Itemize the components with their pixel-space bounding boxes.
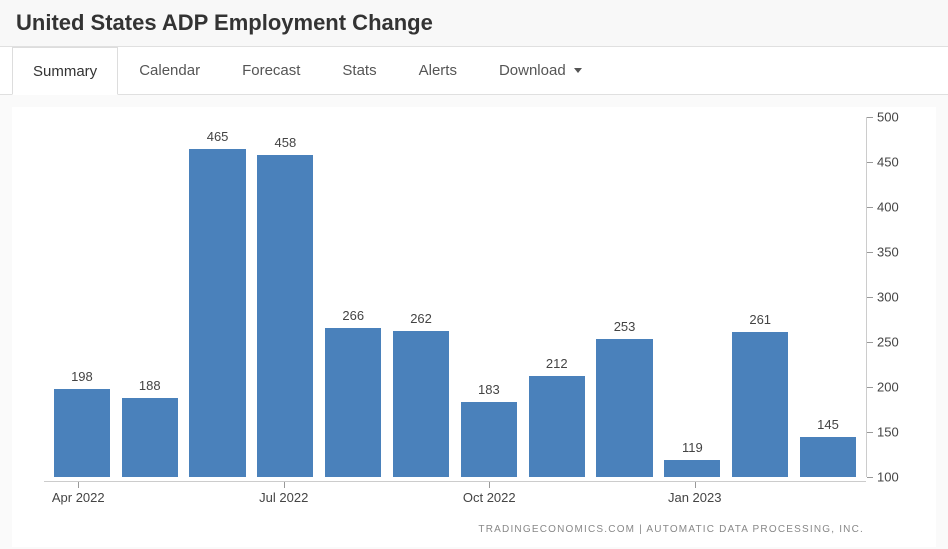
tab-forecast[interactable]: Forecast: [221, 47, 321, 94]
y-axis-label: 450: [877, 155, 899, 170]
y-tick: [867, 252, 873, 253]
bar-value-label: 145: [796, 417, 860, 432]
bar-slot: 188: [118, 398, 182, 477]
bar-slot: 266: [321, 328, 385, 477]
bar-value-label: 119: [660, 440, 724, 455]
bar: [732, 332, 788, 477]
y-axis-label: 350: [877, 245, 899, 260]
tab-label: Forecast: [242, 62, 300, 79]
y-axis-label: 200: [877, 380, 899, 395]
chevron-down-icon: [574, 68, 582, 73]
header: United States ADP Employment Change: [0, 0, 948, 47]
bar-slot: 465: [186, 149, 250, 478]
bar-slot: 183: [457, 402, 521, 477]
tab-summary[interactable]: Summary: [12, 47, 118, 95]
bar-slot: 212: [525, 376, 589, 477]
bar-slot: 262: [389, 331, 453, 477]
y-tick: [867, 387, 873, 388]
bar-value-label: 465: [186, 129, 250, 144]
page-title: United States ADP Employment Change: [16, 10, 932, 36]
tab-alerts[interactable]: Alerts: [398, 47, 478, 94]
bar-value-label: 183: [457, 382, 521, 397]
bar-slot: 253: [593, 339, 657, 477]
bars-group: 198188465458266262183212253119261145: [44, 117, 866, 477]
bar: [189, 149, 245, 478]
tab-label: Stats: [342, 62, 376, 79]
y-axis: 100150200250300350400450500: [866, 117, 936, 477]
bar-value-label: 253: [593, 319, 657, 334]
y-axis-label: 100: [877, 470, 899, 485]
tab-download[interactable]: Download: [478, 47, 603, 94]
y-tick: [867, 207, 873, 208]
tab-label: Summary: [33, 63, 97, 80]
bar: [800, 437, 856, 478]
x-tick: [695, 482, 696, 488]
y-axis-label: 300: [877, 290, 899, 305]
x-axis-label: Oct 2022: [463, 490, 516, 505]
y-tick: [867, 297, 873, 298]
tab-stats[interactable]: Stats: [321, 47, 397, 94]
y-tick: [867, 162, 873, 163]
x-tick: [78, 482, 79, 488]
tab-calendar[interactable]: Calendar: [118, 47, 221, 94]
x-tick: [284, 482, 285, 488]
bar-value-label: 266: [321, 308, 385, 323]
tab-label: Calendar: [139, 62, 200, 79]
y-axis-label: 500: [877, 110, 899, 125]
y-axis-label: 150: [877, 425, 899, 440]
bar-slot: 458: [253, 155, 317, 477]
y-tick: [867, 477, 873, 478]
attribution-text: TRADINGECONOMICS.COM | AUTOMATIC DATA PR…: [478, 524, 864, 535]
bar: [664, 460, 720, 477]
x-tick: [489, 482, 490, 488]
tabs-bar: Summary Calendar Forecast Stats Alerts Downlo…: [0, 47, 948, 95]
bar-slot: 145: [796, 437, 860, 478]
bar: [393, 331, 449, 477]
chart-container: 198188465458266262183212253119261145 100…: [12, 107, 936, 547]
tab-label: Download: [499, 62, 566, 79]
x-axis: Apr 2022 Jul 2022 Oct 2022 Jan 2023: [44, 481, 866, 507]
bar: [596, 339, 652, 477]
bar-value-label: 198: [50, 369, 114, 384]
plot-area: 198188465458266262183212253119261145: [44, 117, 866, 477]
bar-value-label: 261: [728, 312, 792, 327]
y-tick: [867, 117, 873, 118]
bar-value-label: 262: [389, 311, 453, 326]
bar: [325, 328, 381, 477]
x-axis-label: Jul 2022: [259, 490, 308, 505]
bar-value-label: 212: [525, 356, 589, 371]
bar: [54, 389, 110, 477]
y-axis-label: 400: [877, 200, 899, 215]
y-axis-label: 250: [877, 335, 899, 350]
bar-value-label: 458: [253, 135, 317, 150]
y-tick: [867, 342, 873, 343]
bar-slot: 119: [660, 460, 724, 477]
bar: [529, 376, 585, 477]
bar-slot: 198: [50, 389, 114, 477]
tab-label: Alerts: [419, 62, 457, 79]
bar-slot: 261: [728, 332, 792, 477]
y-tick: [867, 432, 873, 433]
x-axis-label: Jan 2023: [668, 490, 722, 505]
bar: [461, 402, 517, 477]
bar: [122, 398, 178, 477]
bar-value-label: 188: [118, 378, 182, 393]
bar: [257, 155, 313, 477]
x-axis-label: Apr 2022: [52, 490, 105, 505]
